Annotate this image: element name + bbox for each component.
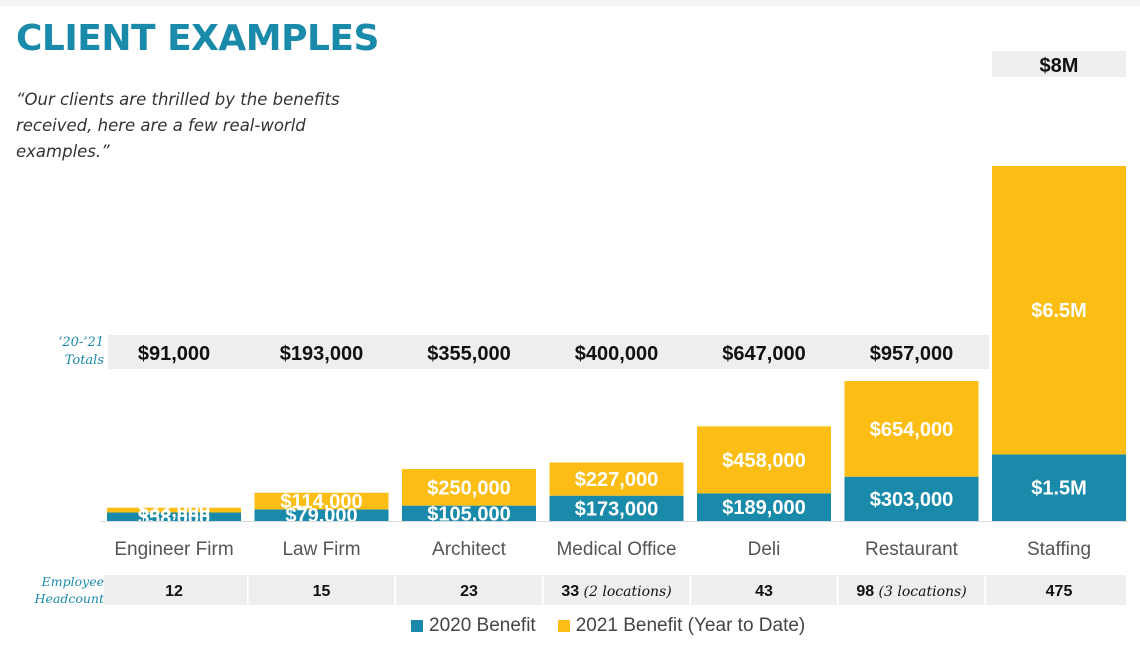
category-label-4: Deli [748,539,781,560]
total-label-3: $400,000 [575,343,658,365]
client-quote: “Our clients are thrilled by the benefit… [16,90,340,161]
headcount-value-0: 12 [165,583,183,600]
headcount-value-2: 23 [460,583,478,600]
legend-swatch-2020 [411,620,423,632]
headcount-value-6: 475 [1046,583,1073,600]
bar-2021-2 [402,469,536,506]
headcount-count-4: 43 [755,583,773,600]
data-label-2021-5: $654,000 [870,419,953,441]
legend-label-2021: 2021 Benefit (Year to Date) [575,615,806,636]
category-label-2: Architect [432,539,507,560]
headcount-count-3: 33 [561,583,579,600]
data-label-2020-0: $58,000 [138,507,210,529]
legend-swatch-2021 [557,620,570,632]
data-label-2021-3: $227,000 [575,469,658,491]
top-divider [0,0,1140,6]
total-label-0: $91,000 [138,343,210,365]
total-box-6 [992,51,1126,77]
headcount-count-1: 15 [313,583,331,600]
headcount-value-4: 43 [755,583,773,600]
bar-2021-0 [107,507,241,513]
category-label-3: Medical Office [556,539,676,560]
data-label-2020-4: $189,000 [722,497,805,519]
bar-2021-6 [992,166,1126,455]
category-label-5: Restaurant [865,539,959,560]
headcount-value-1: 15 [313,583,331,600]
bar-2020-1 [254,509,389,521]
headcount-count-0: 12 [165,583,183,600]
headcount-value-5: 98 (3 locations) [856,583,966,600]
page-title: CLIENT EXAMPLES [16,18,379,59]
bar-2021-3 [549,462,684,496]
data-label-2020-6: $1.5M [1031,478,1087,500]
bar-2021-4 [697,426,831,494]
data-label-2021-4: $458,000 [722,450,805,472]
data-label-2020-5: $303,000 [870,489,953,511]
data-label-2021-0: $33,000 [138,500,210,522]
total-label-2: $355,000 [427,343,510,365]
data-label-2021-2: $250,000 [427,477,510,499]
headcount-note-3: (2 locations) [579,584,672,600]
chart-legend: 2020 Benefit 2021 Benefit (Year to Date) [411,614,827,638]
total-label-6: $8M [1040,55,1079,77]
data-label-2021-6: $6.5M [1031,300,1087,322]
headcount-label: Employee Headcount [34,574,104,606]
legend-item-2020: 2020 Benefit [411,615,536,637]
bar-2020-0 [107,512,241,521]
headcount-value-3: 33 (2 locations) [561,583,671,600]
data-label-2021-1: $114,000 [280,491,362,513]
data-label-2020-3: $173,000 [575,498,658,520]
bar-2020-2 [402,505,536,521]
totals-band [108,335,989,369]
bar-2021-1 [254,492,389,510]
category-label-1: Law Firm [282,539,360,560]
legend-label-2020: 2020 Benefit [429,615,536,636]
bar-2020-6 [992,454,1126,521]
bar-2020-4 [697,493,831,521]
headcount-count-5: 98 [856,583,874,600]
headcount-count-6: 475 [1046,583,1073,600]
headcount-count-2: 23 [460,583,478,600]
bar-2020-3 [549,495,684,521]
headcount-band [104,575,1126,605]
category-label-6: Staffing [1027,539,1091,560]
bar-2020-5 [844,476,979,521]
totals-label: ‘20-’21 Totals [58,335,104,368]
bar-2021-5 [844,381,979,477]
total-label-5: $957,000 [870,343,953,365]
total-label-1: $193,000 [280,343,363,365]
legend-item-2021: 2021 Benefit (Year to Date) [557,615,806,637]
headcount-note-5: (3 locations) [874,584,967,600]
data-label-2020-2: $105,000 [427,503,510,525]
total-label-4: $647,000 [722,343,805,365]
category-label-0: Engineer Firm [114,539,233,560]
